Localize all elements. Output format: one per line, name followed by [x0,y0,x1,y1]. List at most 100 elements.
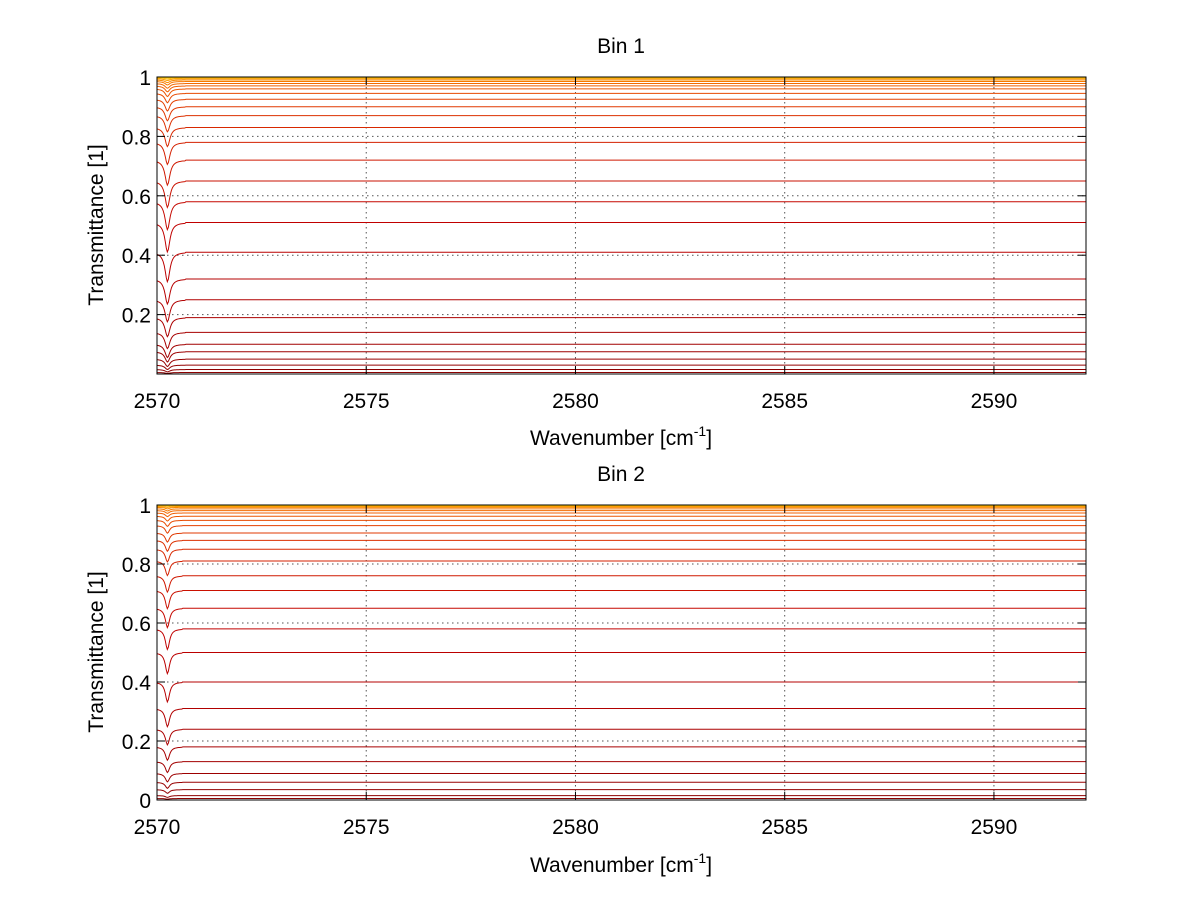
spectrum-line [156,278,1086,306]
chart-title: Bin 2 [597,463,645,486]
plot-area-frame [156,76,1087,375]
x-tick-label: 2585 [761,390,808,413]
spectrum-line [156,80,1086,86]
spectrum-line [156,77,1086,80]
x-axis-label-superscript: -1 [694,850,707,866]
x-axis-label-suffix: ] [706,427,712,450]
spectrum-line [156,772,1086,783]
x-tick-labels: 2570 2575 2580 2585 2590 [134,816,1018,839]
x-tick-label: 2575 [343,390,390,413]
y-tick-label: 0.6 [122,613,151,636]
spectrum-line [156,510,1086,514]
spectrum-line [156,88,1086,98]
spectrum-line [156,525,1086,534]
y-tick-label: 0.2 [122,731,151,754]
axis-ticks [156,76,1086,374]
spectrum-line [156,372,1086,374]
spectrum-line [156,83,1086,89]
y-tick-label: 0.4 [122,672,152,695]
spectrum-line [156,317,1086,338]
x-tick-label: 2570 [134,390,181,413]
y-tick-label: 0.8 [122,126,151,149]
spectrum-line [156,92,1086,104]
spectrum-line [156,106,1086,122]
spectrum-line [156,560,1086,577]
x-axis-label-text: Wavenumber [cm [530,427,694,450]
spectrum-line [156,358,1086,368]
x-axis-label-superscript: -1 [694,423,707,439]
spectrum-line [156,789,1086,794]
spectrum-line [156,548,1086,563]
chart-panel-bin-1: Bin 1 2570 2575 2580 2585 2590 0.2 0.4 0.6 0.8 1… [85,35,1087,450]
spectrum-line [156,115,1086,133]
y-axis-label: Transmittance [1] [85,571,108,732]
spectrum-line [156,512,1086,518]
spectrum-line [156,78,1086,82]
series-group [156,76,1086,374]
spectrum-line [156,519,1086,528]
spectrum-line [156,532,1086,543]
spectrum-line [156,351,1086,363]
spectrum-line [156,180,1086,209]
spectrum-line [156,515,1086,522]
spectrum-line [156,506,1086,510]
spectrum-line [156,505,1086,508]
y-tick-labels: 0 0.2 0.4 0.6 0.8 1 [122,495,152,813]
spectrum-line [156,795,1086,798]
spectrum-line [156,369,1086,373]
spectrum-line [156,728,1086,747]
spectrum-line [156,159,1086,187]
spectrum-line [156,343,1086,359]
y-axis-label: Transmittance [1] [85,144,108,305]
spectrum-line [156,681,1086,704]
spectrum-line [156,652,1086,676]
axis-ticks [156,504,1086,801]
x-tick-label: 2590 [971,816,1018,839]
x-axis-label-suffix: ] [706,854,712,877]
spectrum-line [156,201,1086,232]
y-tick-label: 1 [139,67,151,90]
y-tick-label: 0.2 [122,305,151,328]
y-tick-label: 0.8 [122,554,151,577]
spectrum-line [156,251,1086,284]
y-tick-labels: 0.2 0.4 0.6 0.8 1 [122,67,152,328]
y-tick-label: 0.4 [122,245,152,268]
spectrum-line [156,539,1086,553]
x-tick-label: 2575 [343,816,390,839]
spectrum-line [156,761,1086,774]
spectrum-line [156,607,1086,629]
spectrum-line [156,798,1086,800]
spectrum-line [156,299,1086,324]
plot-area-frame [156,504,1087,801]
x-tick-label: 2590 [971,390,1018,413]
spectrum-line [156,628,1086,651]
spectrum-line [156,141,1086,166]
spectrum-line [156,781,1086,789]
x-tick-label: 2580 [552,816,599,839]
spectrum-line [156,79,1086,84]
y-tick-label: 1 [139,495,151,518]
y-tick-label: 0 [139,790,151,813]
x-tick-label: 2570 [134,816,181,839]
spectrum-line [156,746,1086,762]
spectrum-line [156,98,1086,112]
spectrum-line [156,364,1086,371]
x-axis-label-text: Wavenumber [cm [530,854,694,877]
spectrum-line [156,331,1086,350]
x-tick-labels: 2570 2575 2580 2585 2590 [134,390,1018,413]
grid [156,77,1086,374]
spectrum-line [156,222,1086,254]
x-axis-label: Wavenumber [cm-1] [530,423,712,450]
chart-panel-bin-2: Bin 2 2570 2575 2580 2585 2590 0 0.2 0.4 0.6 0.8… [85,463,1087,877]
y-tick-label: 0.6 [122,186,151,209]
x-tick-label: 2585 [761,816,808,839]
spectrum-line [156,85,1086,93]
spectrum-line [156,590,1086,610]
chart-title: Bin 1 [597,35,645,58]
spectrum-line [156,575,1086,594]
spectrum-line [156,126,1086,148]
spectrum-line [156,708,1086,728]
x-tick-label: 2580 [552,390,599,413]
spectrum-line [156,508,1086,512]
